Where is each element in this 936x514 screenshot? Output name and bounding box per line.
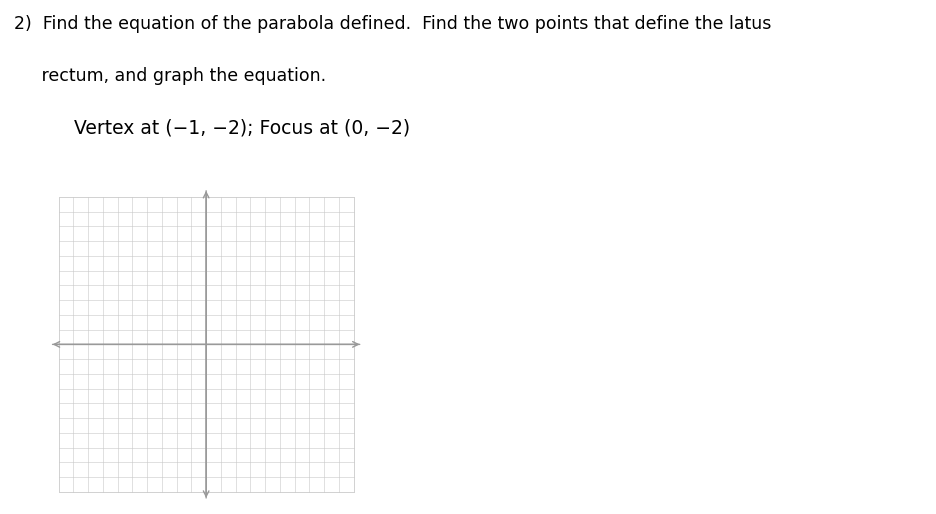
Text: rectum, and graph the equation.: rectum, and graph the equation. (14, 67, 326, 85)
Text: 2)  Find the equation of the parabola defined.  Find the two points that define : 2) Find the equation of the parabola def… (14, 15, 770, 33)
Text: Vertex at (−1, −2); Focus at (0, −2): Vertex at (−1, −2); Focus at (0, −2) (14, 118, 410, 137)
